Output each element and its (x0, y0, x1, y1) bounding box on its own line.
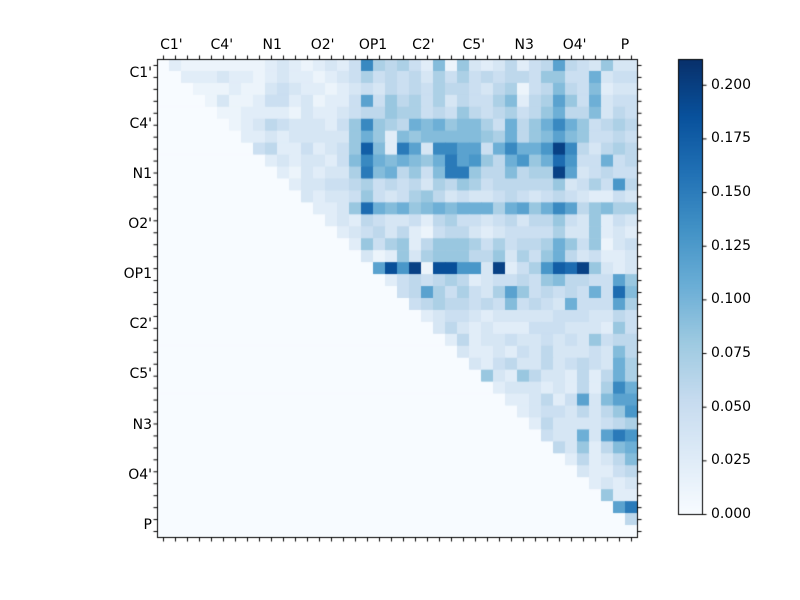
x-axis-label-O4': O4' (562, 37, 587, 53)
x-axis-label-N3: N3 (514, 37, 534, 53)
y-axis-label-C4': C4' (129, 115, 152, 132)
y-axis-label-N3: N3 (132, 416, 152, 433)
colorbar-label-0.200: 0.200 (711, 76, 752, 93)
y-axis-label-C5': C5' (129, 366, 152, 383)
colorbar-label-0.150: 0.150 (711, 184, 752, 201)
y-axis-label-P: P (143, 517, 152, 534)
x-axis-label-C4': C4' (210, 37, 234, 53)
colorbar-label-0.075: 0.075 (711, 345, 752, 362)
colorbar-label-0.100: 0.100 (711, 291, 752, 308)
x-axis-label-OP1: OP1 (358, 37, 388, 53)
x-axis-label-N1: N1 (262, 37, 282, 53)
y-axis-label-O4': O4' (128, 466, 152, 483)
x-axis-label-C1': C1' (160, 37, 183, 53)
x-axis-label-C2': C2' (412, 37, 435, 53)
colorbar-label-0.175: 0.175 (711, 130, 752, 147)
y-axis-label-OP1: OP1 (123, 266, 152, 283)
x-axis-label-P: P (620, 37, 630, 53)
colorbar-label-0.025: 0.025 (711, 452, 752, 469)
x-axis-label-C5': C5' (462, 37, 486, 53)
y-axis-label-O2': O2' (128, 215, 152, 232)
colorbar-label-0.125: 0.125 (711, 237, 752, 254)
y-axis-label-C2': C2' (129, 316, 152, 333)
y-axis-label-C1': C1' (129, 65, 152, 82)
colorbar-label-0.000: 0.000 (711, 506, 752, 522)
y-axis-label-N1: N1 (132, 165, 152, 182)
x-axis-label-O2': O2' (310, 37, 335, 53)
colorbar-label-0.050: 0.050 (711, 398, 752, 415)
